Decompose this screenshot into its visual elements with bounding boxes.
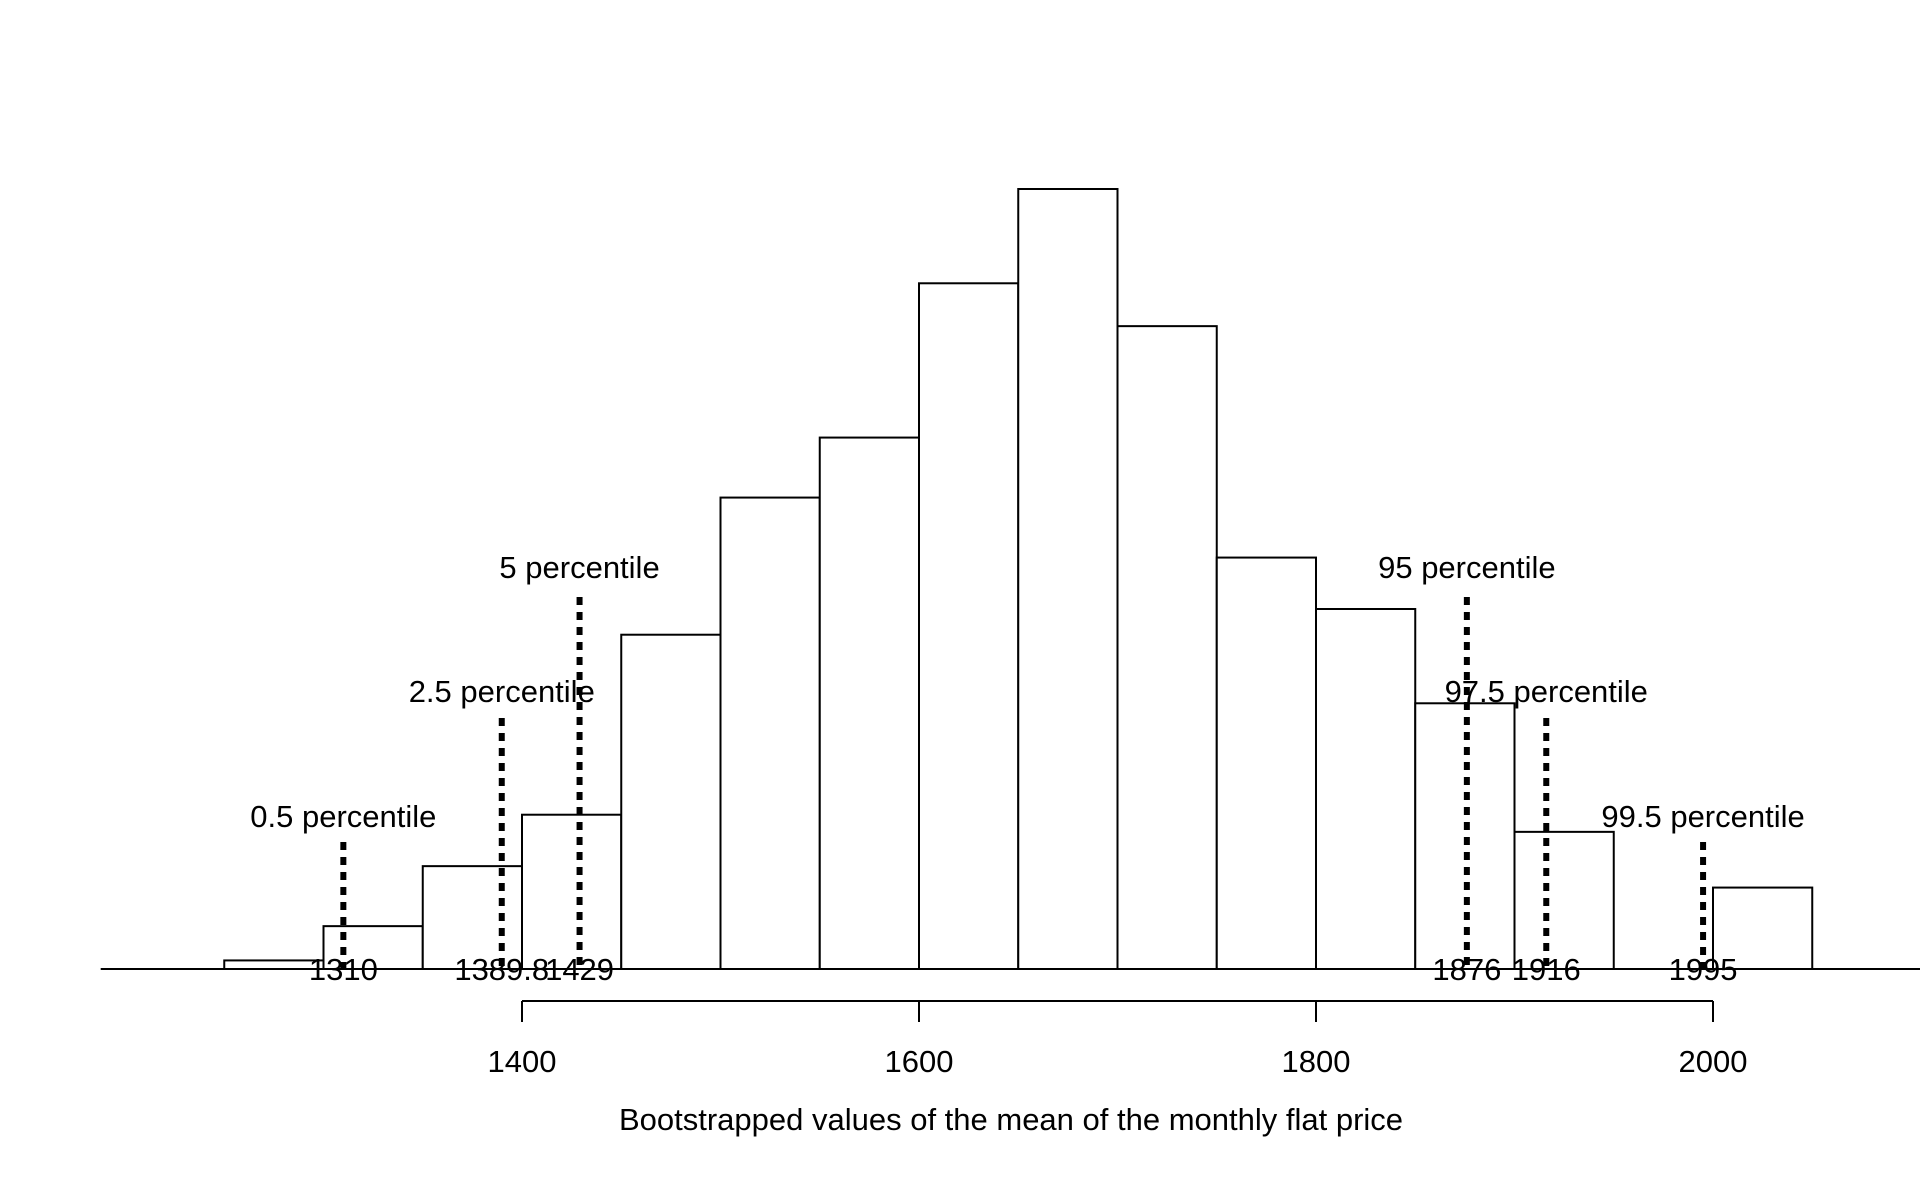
x-tick-label: 1600 <box>885 1044 954 1079</box>
histogram-bar <box>521 813 623 971</box>
histogram-bar <box>1315 608 1417 970</box>
histogram-bar <box>1116 325 1218 970</box>
histogram-bar <box>1513 830 1615 970</box>
histogram-bar <box>918 282 1020 970</box>
x-tick-label: 1400 <box>488 1044 557 1079</box>
histogram-bar <box>719 496 821 970</box>
percentile-markers: 0.5 percentile 1310 2.5 percentile 1389.8 5 … <box>250 550 1804 987</box>
histogram-bar <box>1017 188 1119 970</box>
percentile-value: 1429 <box>545 952 614 987</box>
percentile-value: 1389.8 <box>454 952 549 987</box>
histogram-bar <box>1215 556 1317 970</box>
histogram-bars <box>223 188 1814 971</box>
x-axis-label: Bootstrapped values of the mean of the m… <box>619 1102 1403 1137</box>
histogram-bar <box>818 436 920 971</box>
percentile-label: 2.5 percentile <box>409 674 595 709</box>
percentile-value: 1876 <box>1432 952 1501 987</box>
percentile-value: 1310 <box>309 952 378 987</box>
histogram-bar <box>620 633 722 970</box>
histogram-bar <box>1712 886 1814 970</box>
percentile-value: 1916 <box>1512 952 1581 987</box>
percentile-label: 99.5 percentile <box>1601 799 1804 834</box>
percentile-value: 1995 <box>1669 952 1738 987</box>
percentile-label: 95 percentile <box>1378 550 1556 585</box>
x-axis: 1400 1600 1800 2000 <box>488 1000 1748 1079</box>
percentile-label: 0.5 percentile <box>250 799 436 834</box>
x-tick-label: 2000 <box>1679 1044 1748 1079</box>
x-tick-label: 1800 <box>1282 1044 1351 1079</box>
percentile-label: 5 percentile <box>499 550 659 585</box>
percentile-label: 97.5 percentile <box>1445 674 1648 709</box>
